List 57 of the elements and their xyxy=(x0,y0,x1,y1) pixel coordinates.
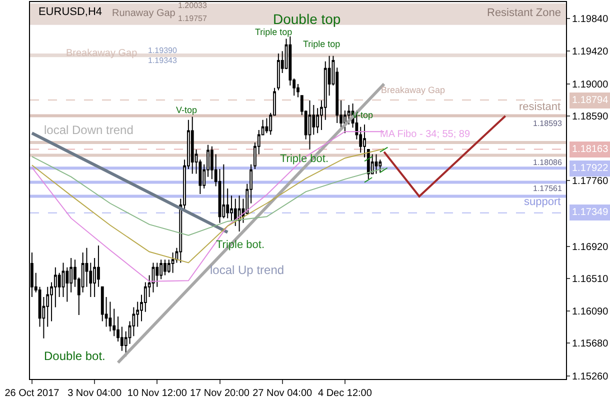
candlestick xyxy=(62,262,65,298)
candlestick xyxy=(374,154,378,174)
line-series xyxy=(31,148,385,264)
x-tick-label: 4 Dec 12:00 xyxy=(318,388,372,399)
x-tick-label: 10 Nov 12:00 xyxy=(127,388,188,399)
candlestick xyxy=(276,53,280,91)
ref-line-label: 1.18794 xyxy=(572,95,609,106)
ref-line-label: 1.17561 xyxy=(533,184,562,193)
ref-line-label: 1.18086 xyxy=(533,158,562,167)
annotation: Runaway Gap xyxy=(112,8,176,19)
y-tick-label: 1.18590 xyxy=(572,111,609,122)
annotation: MA Fibo - 34; 55; 89 xyxy=(380,129,470,140)
x-tick-label: 27 Nov 04:00 xyxy=(252,388,313,399)
line-series xyxy=(31,156,385,236)
y-tick-label: 1.17760 xyxy=(572,176,609,188)
candlestick xyxy=(108,301,112,332)
ref-line-label: 1.17922 xyxy=(572,163,609,174)
y-tick-label: 1.19000 xyxy=(572,79,609,90)
annotation: support xyxy=(524,196,561,208)
candlestick xyxy=(190,116,194,174)
ref-line-label: 1.17349 xyxy=(572,207,609,218)
y-tick-label: 1.16510 xyxy=(572,274,609,285)
candlestick xyxy=(222,164,226,219)
y-tick-label: 1.16920 xyxy=(572,242,609,253)
candlestick xyxy=(363,124,366,158)
annotation: Double bot. xyxy=(44,349,106,363)
y-tick-label: 1.15680 xyxy=(572,338,609,350)
x-tick-label: 26 Oct 2017 xyxy=(4,388,60,399)
candlestick xyxy=(171,252,174,274)
annotation: Triple bot. xyxy=(216,239,265,251)
band-label: Breakaway Gap xyxy=(66,48,138,59)
chart-title: EURUSD,H4 xyxy=(38,6,102,18)
y-tick-label: 1.16090 xyxy=(572,306,609,318)
annotation: V-top xyxy=(176,105,198,115)
candlestick xyxy=(308,100,312,150)
y-tick-label: 1.19840 xyxy=(572,14,609,25)
annotation: 1.20033 xyxy=(178,1,208,10)
x-tick-label: 3 Nov 04:00 xyxy=(68,388,122,399)
y-tick-label: 1.15260 xyxy=(572,371,609,382)
annotation: Double top xyxy=(273,11,341,27)
candlestick xyxy=(152,262,155,293)
annotation: resistant xyxy=(519,101,561,113)
x-tick-label: 17 Nov 20:00 xyxy=(190,388,250,399)
annotation: Triple top xyxy=(255,27,292,37)
annotation: Triple bot. xyxy=(280,153,329,165)
band-label: Resistant Zone xyxy=(487,7,561,19)
annotation: Triple top xyxy=(303,39,340,49)
annotation: 1.19343 xyxy=(148,56,178,65)
annotation: 1.19757 xyxy=(178,14,208,23)
y-tick-label: 1.19420 xyxy=(572,46,609,58)
annotation: Breakaway Gap xyxy=(381,85,446,95)
annotation: 1.19390 xyxy=(148,46,178,55)
candlestick xyxy=(164,259,166,276)
annotation: local Up trend xyxy=(210,263,284,277)
ref-line-label: 1.18593 xyxy=(533,119,562,128)
annotation: local Down trend xyxy=(44,123,134,137)
ref-line-label: 1.18163 xyxy=(572,144,609,155)
